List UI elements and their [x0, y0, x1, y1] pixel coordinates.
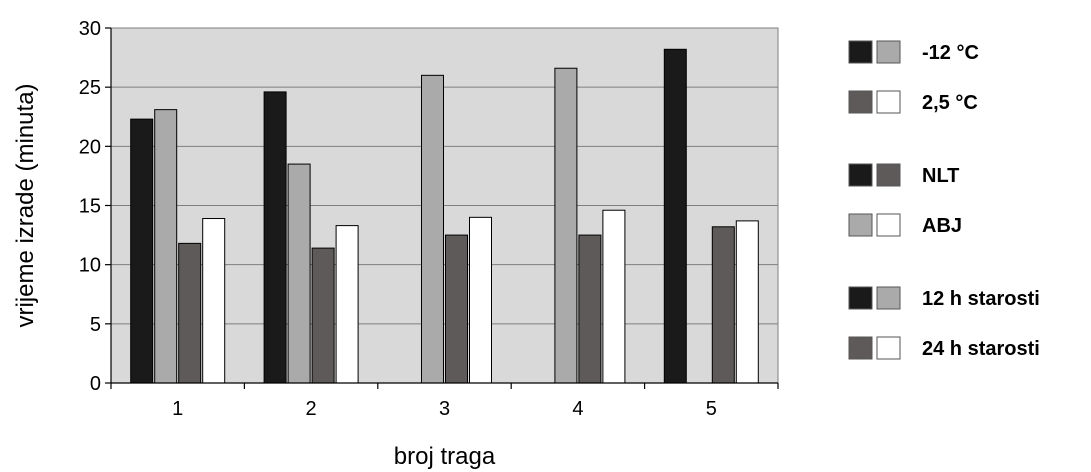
- legend-swatch: [876, 90, 901, 114]
- bar: [335, 225, 359, 384]
- x-tick-label: 4: [572, 398, 583, 420]
- x-tick-labels: 1 2 3 4 5: [172, 398, 717, 420]
- bar: [263, 91, 287, 384]
- legend-label: ABJ: [922, 215, 962, 237]
- legend-label: 12 h starosti: [922, 288, 1040, 310]
- x-tick-label: 1: [172, 398, 183, 420]
- legend-label: 24 h starosti: [922, 338, 1040, 360]
- y-tick-label: 0: [90, 373, 101, 395]
- legend-label: 2,5 °C: [922, 92, 978, 114]
- legend-swatch: [848, 40, 873, 64]
- legend-item: NLT: [848, 163, 959, 187]
- y-tick-label: 15: [79, 196, 101, 218]
- bar: [578, 234, 602, 384]
- y-tick-label: 30: [79, 18, 101, 40]
- legend-swatch: [876, 163, 901, 187]
- bar: [602, 209, 626, 384]
- legend-swatch: [876, 336, 901, 360]
- legend-swatch: [848, 213, 873, 237]
- bars: [130, 48, 759, 384]
- legend-label: -12 °C: [922, 42, 979, 64]
- legend-swatch: [876, 40, 901, 64]
- bar: [287, 163, 311, 384]
- x-tick-label: 2: [306, 398, 317, 420]
- legend-swatch: [848, 336, 873, 360]
- legend-item: ABJ: [848, 213, 962, 237]
- legend-swatch: [876, 213, 901, 237]
- bar: [421, 74, 444, 384]
- bar: [711, 226, 735, 384]
- legend-swatch: [876, 286, 901, 310]
- y-tick-labels: 0 5 10 15 20 25 30: [79, 18, 101, 395]
- bar: [130, 118, 154, 384]
- legend-item: -12 °C: [848, 40, 979, 64]
- bar: [445, 234, 468, 384]
- y-tick-label: 5: [90, 314, 101, 336]
- legend-swatch: [848, 90, 873, 114]
- y-axis-title: vrijeme izrade (minuta): [12, 83, 39, 327]
- bar: [663, 48, 687, 384]
- bar: [178, 242, 202, 384]
- legend-label: NLT: [922, 165, 959, 187]
- axes: [105, 27, 779, 389]
- legend-swatch: [848, 163, 873, 187]
- y-tick-label: 25: [79, 77, 101, 99]
- bar: [311, 247, 335, 384]
- bar: [154, 109, 178, 384]
- y-tick-label: 20: [79, 136, 101, 158]
- x-tick-label: 5: [706, 398, 717, 420]
- legend-swatch: [848, 286, 873, 310]
- legend-item: 24 h starosti: [848, 336, 1040, 360]
- x-tick-label: 3: [439, 398, 450, 420]
- bar: [554, 67, 578, 384]
- legend: -12 °C 2,5 °C NLT ABJ 12 h starosti 24 h star…: [848, 40, 1040, 360]
- y-tick-label: 10: [79, 255, 101, 277]
- bar: [469, 216, 492, 384]
- x-axis-title: broj traga: [394, 443, 496, 470]
- legend-item: 12 h starosti: [848, 286, 1040, 310]
- legend-item: 2,5 °C: [848, 90, 978, 114]
- bar: [735, 220, 759, 384]
- bar: [202, 218, 226, 384]
